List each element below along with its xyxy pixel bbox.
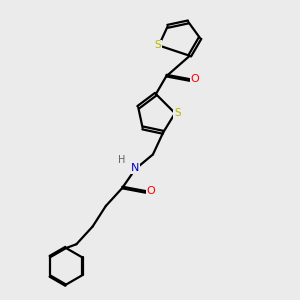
Text: S: S xyxy=(174,108,181,118)
Text: H: H xyxy=(118,155,126,165)
Text: N: N xyxy=(130,163,139,173)
Text: O: O xyxy=(191,74,200,84)
Text: O: O xyxy=(146,186,155,196)
Text: S: S xyxy=(154,40,161,50)
